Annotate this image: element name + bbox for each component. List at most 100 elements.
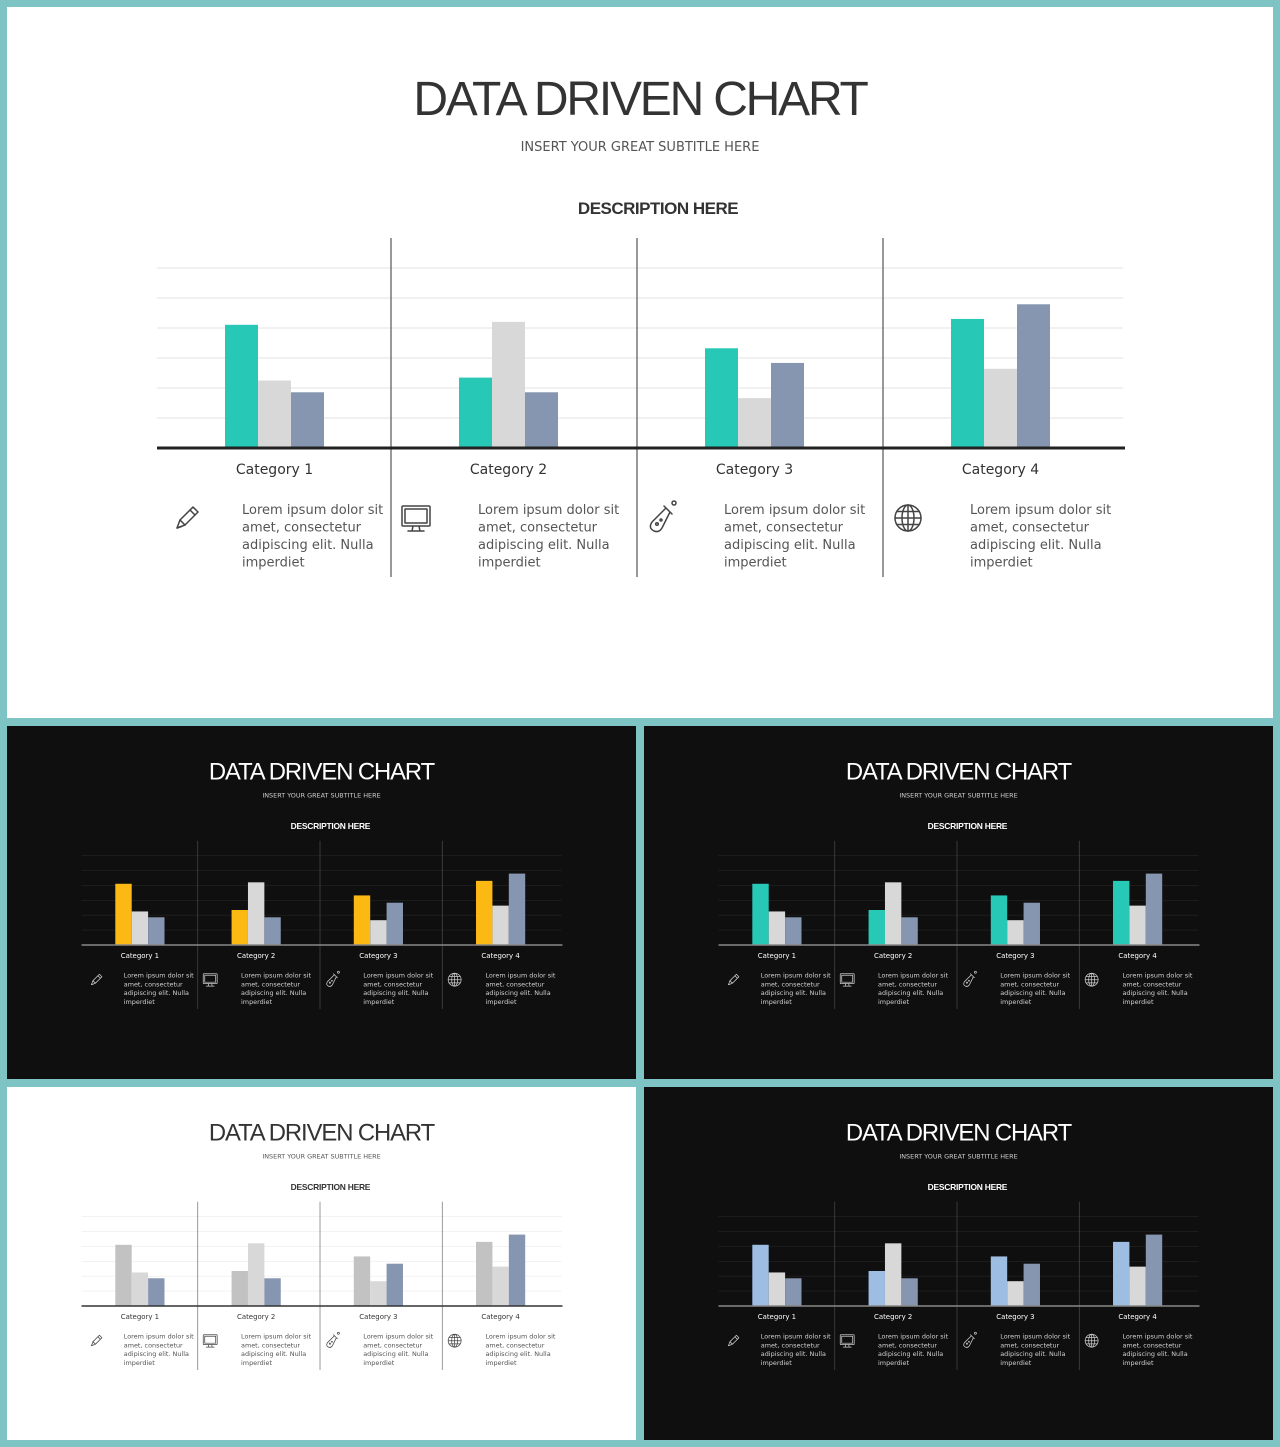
column-text-line: adipiscing elit. Nulla xyxy=(1000,1350,1065,1358)
bar xyxy=(1113,880,1130,945)
column-text-line: Lorem ipsum dolor sit xyxy=(1122,972,1192,980)
flask-icon xyxy=(963,970,977,987)
column-text-line: amet, consectetur xyxy=(1122,980,1181,988)
column-text-line: amet, consectetur xyxy=(1000,1341,1059,1349)
column-text-line: Lorem ipsum dolor sit xyxy=(1000,972,1070,980)
column-text-line: Lorem ipsum dolor sit xyxy=(761,1333,831,1341)
description-heading: DESCRIPTION HERE xyxy=(928,1182,1008,1192)
column-text-line: adipiscing elit. Nulla xyxy=(761,989,826,997)
column-text-line: Lorem ipsum dolor sit xyxy=(241,1333,311,1341)
bar xyxy=(264,1278,281,1306)
column-text-line: amet, consectetur xyxy=(242,521,362,536)
category-label: Category 1 xyxy=(121,1313,159,1321)
flask-icon xyxy=(326,1331,340,1348)
pencil-icon xyxy=(91,973,103,986)
column-text-line: imperdiet xyxy=(241,998,272,1006)
globe-icon xyxy=(447,972,462,987)
column-text-line: imperdiet xyxy=(761,1359,792,1367)
column-text-line: adipiscing elit. Nulla xyxy=(878,989,943,997)
column-text-line: imperdiet xyxy=(363,1359,394,1367)
column-text-line: adipiscing elit. Nulla xyxy=(241,1350,306,1358)
bar xyxy=(148,1278,165,1306)
column-text-line: amet, consectetur xyxy=(363,1341,422,1349)
bar xyxy=(901,1278,918,1306)
column-text-line: Lorem ipsum dolor sit xyxy=(878,972,948,980)
category-label: Category 1 xyxy=(236,462,313,478)
column-text-line: amet, consectetur xyxy=(485,1341,544,1349)
category-label: Category 4 xyxy=(962,462,1039,478)
bar xyxy=(752,883,769,945)
bar xyxy=(115,883,132,945)
globe-icon xyxy=(447,1333,462,1348)
category-label: Category 3 xyxy=(359,1313,397,1321)
bar xyxy=(492,321,525,448)
bar xyxy=(990,895,1008,945)
category-label: Category 4 xyxy=(481,952,520,960)
column-text-line: amet, consectetur xyxy=(363,980,422,988)
category-label: Category 2 xyxy=(874,1313,912,1321)
column-text-line: adipiscing elit. Nulla xyxy=(485,1350,550,1358)
slide-subtitle: INSERT YOUR GREAT SUBTITLE HERE xyxy=(899,791,1017,799)
column-text-line: adipiscing elit. Nulla xyxy=(878,1350,943,1358)
bar xyxy=(264,917,281,945)
bar xyxy=(492,1266,509,1306)
slide-subtitle: INSERT YOUR GREAT SUBTITLE HERE xyxy=(262,1152,380,1160)
slide-title: DATA DRIVEN CHART xyxy=(209,1120,436,1147)
column-text-line: Lorem ipsum dolor sit xyxy=(363,1333,433,1341)
monitor-icon xyxy=(202,973,218,987)
bar xyxy=(131,911,149,945)
bar xyxy=(1129,905,1146,945)
flask-icon xyxy=(649,500,677,533)
bar xyxy=(508,873,526,945)
column-text-line: Lorem ipsum dolor sit xyxy=(761,972,831,980)
category-label: Category 4 xyxy=(1118,1313,1157,1321)
column-text-line: Lorem ipsum dolor sit xyxy=(1122,1333,1192,1341)
column-text-line: imperdiet xyxy=(878,1359,909,1367)
bar xyxy=(476,1241,493,1306)
category-label: Category 2 xyxy=(470,462,547,478)
column-text-line: adipiscing elit. Nulla xyxy=(124,1350,189,1358)
column-text-line: amet, consectetur xyxy=(970,521,1090,536)
column-text-line: imperdiet xyxy=(485,1359,516,1367)
bar xyxy=(1023,1263,1040,1306)
category-label: Category 3 xyxy=(996,1313,1034,1321)
column-text-line: amet, consectetur xyxy=(485,980,544,988)
flask-icon xyxy=(963,1331,977,1348)
column-text-line: imperdiet xyxy=(1000,1359,1031,1367)
bar xyxy=(901,917,918,945)
slide-subtitle: INSERT YOUR GREAT SUBTITLE HERE xyxy=(262,791,380,799)
bar xyxy=(752,1244,769,1306)
column-text-line: amet, consectetur xyxy=(878,980,937,988)
bar xyxy=(476,880,493,945)
column-text-line: Lorem ipsum dolor sit xyxy=(1000,1333,1070,1341)
slide-title: DATA DRIVEN CHART xyxy=(846,1120,1073,1147)
column-text-line: imperdiet xyxy=(124,1359,155,1367)
bar xyxy=(370,1281,387,1306)
bar xyxy=(353,1256,371,1306)
bar xyxy=(1145,1234,1163,1306)
column-text-line: Lorem ipsum dolor sit xyxy=(124,1333,194,1341)
monitor-icon xyxy=(839,1334,855,1348)
column-text-line: adipiscing elit. Nulla xyxy=(241,989,306,997)
column-text-line: adipiscing elit. Nulla xyxy=(1122,989,1187,997)
column-text-line: Lorem ipsum dolor sit xyxy=(485,1333,555,1341)
category-label: Category 2 xyxy=(237,1313,275,1321)
column-text-line: imperdiet xyxy=(478,556,541,571)
column-text-line: imperdiet xyxy=(1000,998,1031,1006)
bar xyxy=(1007,1281,1024,1306)
bar xyxy=(951,318,984,448)
pencil-icon xyxy=(176,506,199,529)
bar xyxy=(768,1272,786,1306)
bar xyxy=(115,1244,132,1306)
column-text-line: adipiscing elit. Nulla xyxy=(478,538,610,553)
column-text-line: amet, consectetur xyxy=(124,980,183,988)
bar xyxy=(231,1270,248,1306)
bar xyxy=(492,905,509,945)
bar xyxy=(705,348,738,448)
bar xyxy=(984,368,1017,448)
slide-background xyxy=(7,726,636,1079)
bar xyxy=(785,1278,802,1306)
bar xyxy=(247,1243,265,1306)
column-text-line: adipiscing elit. Nulla xyxy=(124,989,189,997)
column-text-line: adipiscing elit. Nulla xyxy=(761,1350,826,1358)
